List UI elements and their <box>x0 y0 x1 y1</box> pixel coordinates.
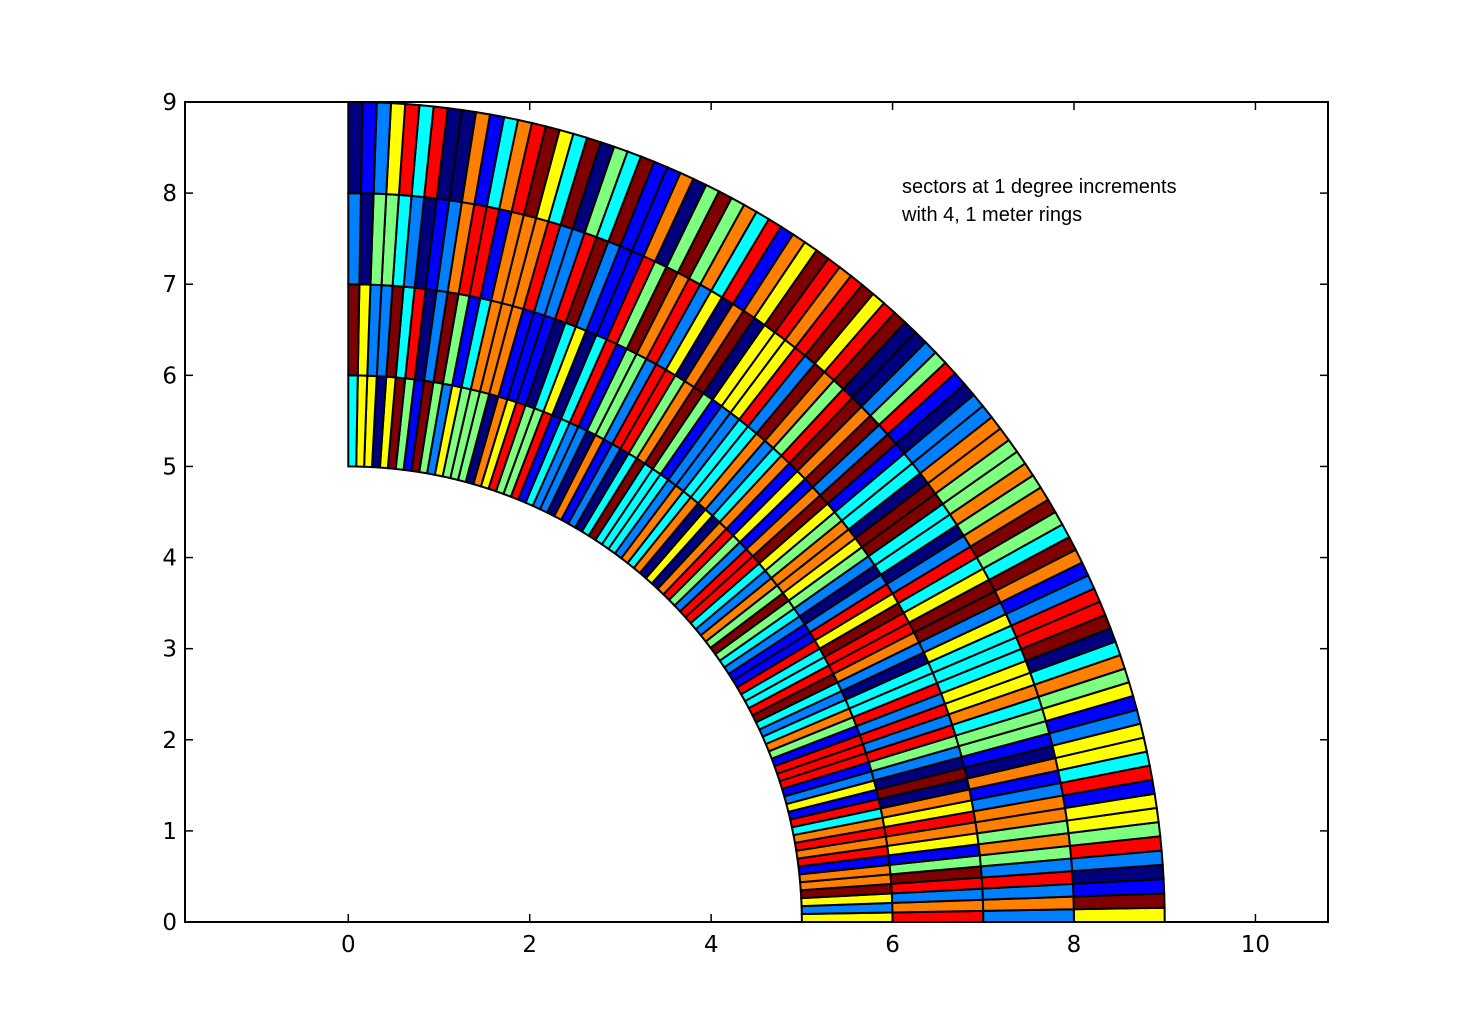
y-tick-label: 4 <box>162 546 177 572</box>
y-tick-label: 1 <box>162 819 177 845</box>
wedge-sector <box>359 101 378 195</box>
y-tick-label: 9 <box>162 90 177 116</box>
y-tick-label: 7 <box>162 272 177 298</box>
x-tick-label: 6 <box>885 932 900 958</box>
wedge-sector <box>347 374 359 468</box>
x-tick-label: 0 <box>341 932 356 958</box>
y-tick-label: 3 <box>162 637 177 663</box>
wedge-sector <box>347 283 361 377</box>
y-tick-label: 5 <box>162 454 177 480</box>
y-tick-label: 8 <box>162 181 177 207</box>
wedge-layer <box>347 100 1166 923</box>
y-tick-label: 2 <box>162 728 177 754</box>
wedge-sector <box>347 100 364 195</box>
y-tick-label: 6 <box>162 363 177 389</box>
annotation-line-1: sectors at 1 degree increments <box>902 176 1177 198</box>
x-tick-label: 10 <box>1241 932 1270 958</box>
annotation-line-2: with 4, 1 meter rings <box>901 204 1082 226</box>
tick-layer: 0 2 4 6 8 10 0 1 2 3 4 5 6 7 8 9 <box>162 90 1328 958</box>
x-tick-label: 4 <box>704 932 719 958</box>
x-tick-label: 2 <box>522 932 537 958</box>
axes-frame <box>184 101 1329 923</box>
y-tick-label: 0 <box>162 910 177 936</box>
wedge-sector <box>347 192 362 286</box>
x-tick-label: 8 <box>1067 932 1082 958</box>
